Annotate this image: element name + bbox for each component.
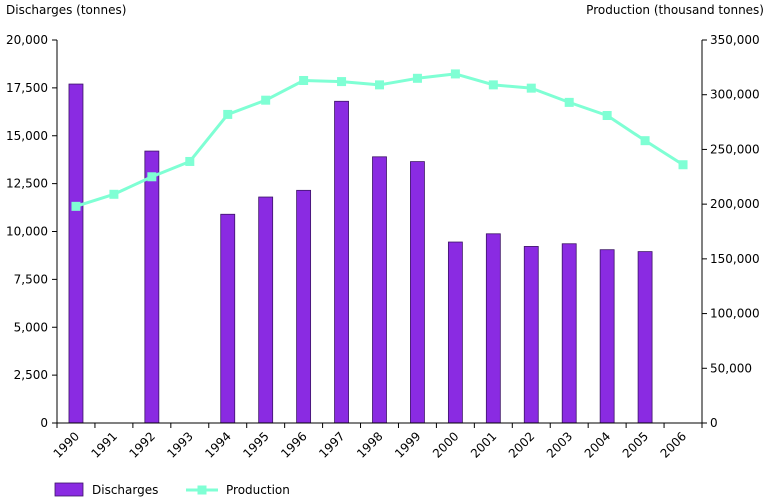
right-tick-label: 300,000 (710, 88, 760, 102)
production-marker (640, 136, 650, 146)
x-tick-label: 2001 (468, 429, 499, 460)
discharges-bar (485, 233, 501, 424)
x-tick-label: 1992 (126, 429, 157, 460)
production-marker (71, 201, 81, 211)
right-tick-label: 100,000 (710, 307, 760, 321)
left-axis: 0 2,500 5,000 7,500 10,000 12,500 15,000 17,500… (6, 33, 58, 430)
discharges-bar (410, 161, 425, 424)
legend-swatch-discharges (54, 482, 84, 497)
discharges-bar (561, 243, 577, 424)
right-axis: 0 50,000 100,000 150,000 200,000 250,000 300,0… (701, 33, 760, 430)
right-tick-label: 200,000 (710, 197, 760, 211)
production-marker (526, 83, 536, 93)
x-tick-label: 1991 (89, 429, 120, 460)
x-tick-label: 1995 (240, 429, 271, 460)
legend-label-production: Production (226, 483, 290, 497)
x-tick-label: 2003 (544, 429, 575, 460)
left-tick-label: 20,000 (6, 33, 48, 47)
production-marker (299, 75, 309, 85)
discharges-bar (334, 100, 349, 424)
x-tick-label: 2006 (658, 429, 689, 460)
x-tick-label: 1993 (164, 429, 195, 460)
x-tick-label: 2000 (430, 429, 461, 460)
production-marker (488, 80, 498, 90)
left-tick-label: 7,500 (14, 272, 48, 286)
production-marker (337, 77, 347, 87)
x-tick-label: 2005 (620, 429, 651, 460)
right-tick-label: 350,000 (710, 33, 760, 47)
x-axis: 1990 1991 1992 1993 1994 1995 1996 1997 1998 1999… (51, 422, 703, 461)
x-tick-label: 1999 (392, 429, 423, 460)
production-line (71, 69, 688, 211)
legend-label-discharges: Discharges (92, 483, 158, 497)
discharges-bar (68, 83, 84, 424)
left-tick-label: 12,500 (6, 177, 48, 191)
x-tick-label: 2002 (506, 429, 537, 460)
production-marker (602, 111, 612, 121)
production-marker (412, 73, 422, 83)
left-tick-label: 10,000 (6, 225, 48, 239)
x-tick-label: 1990 (51, 429, 82, 460)
left-tick-label: 15,000 (6, 129, 48, 143)
right-axis-title: Production (thousand tonnes) (586, 3, 764, 17)
discharges-bars (68, 83, 653, 424)
production-marker (185, 156, 195, 166)
production-marker (109, 189, 119, 199)
right-tick-label: 50,000 (710, 361, 752, 375)
left-tick-label: 5,000 (14, 320, 48, 334)
x-tick-label: 1998 (354, 429, 385, 460)
left-tick-label: 0 (40, 416, 48, 430)
production-marker (223, 109, 233, 119)
right-tick-label: 250,000 (710, 142, 760, 156)
x-tick-label: 1996 (278, 429, 309, 460)
production-marker (678, 160, 688, 170)
discharges-bar (372, 156, 387, 424)
left-tick-label: 17,500 (6, 81, 48, 95)
discharges-bar (296, 189, 312, 424)
right-tick-label: 150,000 (710, 252, 760, 266)
production-marker (375, 80, 384, 90)
discharges-bar (220, 213, 236, 424)
discharges-bar (523, 246, 539, 424)
discharges-bar (447, 241, 463, 424)
production-marker (564, 97, 574, 107)
production-marker (147, 172, 157, 182)
x-tick-label: 1997 (316, 429, 347, 460)
discharges-bar (599, 249, 615, 424)
discharges-bar (637, 251, 653, 424)
left-axis-title: Discharges (tonnes) (6, 3, 126, 17)
production-marker (261, 95, 271, 105)
discharges-bar (144, 150, 160, 424)
production-marker (450, 69, 460, 79)
left-tick-label: 2,500 (14, 368, 48, 382)
right-tick-label: 0 (710, 416, 718, 430)
x-tick-label: 1994 (202, 429, 233, 460)
x-tick-label: 2004 (582, 429, 613, 460)
legend: Discharges Production (54, 482, 290, 497)
discharges-bar (258, 196, 274, 424)
legend-swatch-production-marker (197, 485, 207, 495)
